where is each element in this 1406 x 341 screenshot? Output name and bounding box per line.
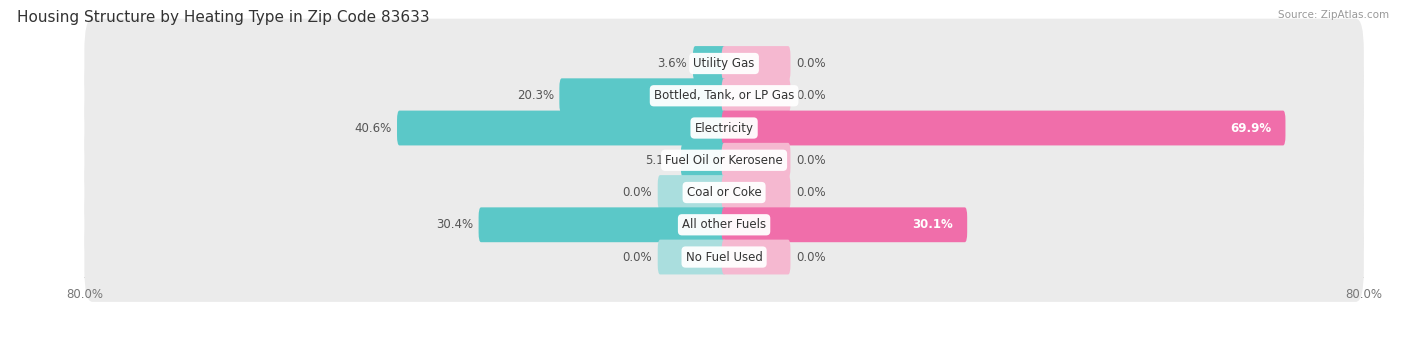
FancyBboxPatch shape [658, 175, 727, 210]
FancyBboxPatch shape [560, 78, 727, 113]
FancyBboxPatch shape [681, 143, 727, 178]
FancyBboxPatch shape [721, 78, 790, 113]
Text: No Fuel Used: No Fuel Used [686, 251, 762, 264]
Text: All other Fuels: All other Fuels [682, 218, 766, 231]
FancyBboxPatch shape [84, 148, 1364, 237]
Text: Electricity: Electricity [695, 121, 754, 134]
Text: 30.1%: 30.1% [912, 218, 953, 231]
Text: Bottled, Tank, or LP Gas: Bottled, Tank, or LP Gas [654, 89, 794, 102]
Text: 0.0%: 0.0% [796, 57, 825, 70]
Text: 20.3%: 20.3% [516, 89, 554, 102]
FancyBboxPatch shape [84, 51, 1364, 140]
FancyBboxPatch shape [84, 212, 1364, 302]
Text: Housing Structure by Heating Type in Zip Code 83633: Housing Structure by Heating Type in Zip… [17, 10, 429, 25]
FancyBboxPatch shape [658, 240, 727, 275]
Text: 30.4%: 30.4% [436, 218, 472, 231]
FancyBboxPatch shape [693, 46, 727, 81]
Text: 0.0%: 0.0% [623, 186, 652, 199]
FancyBboxPatch shape [721, 175, 790, 210]
FancyBboxPatch shape [721, 240, 790, 275]
Text: Source: ZipAtlas.com: Source: ZipAtlas.com [1278, 10, 1389, 20]
Text: Coal or Coke: Coal or Coke [686, 186, 762, 199]
Text: 0.0%: 0.0% [796, 89, 825, 102]
FancyBboxPatch shape [396, 110, 727, 145]
FancyBboxPatch shape [721, 110, 1285, 145]
Text: 0.0%: 0.0% [796, 186, 825, 199]
Text: 0.0%: 0.0% [796, 154, 825, 167]
FancyBboxPatch shape [721, 46, 790, 81]
FancyBboxPatch shape [721, 143, 790, 178]
FancyBboxPatch shape [84, 116, 1364, 205]
Text: Fuel Oil or Kerosene: Fuel Oil or Kerosene [665, 154, 783, 167]
Text: 40.6%: 40.6% [354, 121, 391, 134]
FancyBboxPatch shape [84, 180, 1364, 270]
FancyBboxPatch shape [84, 19, 1364, 108]
Text: 69.9%: 69.9% [1230, 121, 1271, 134]
Text: 0.0%: 0.0% [623, 251, 652, 264]
Text: Utility Gas: Utility Gas [693, 57, 755, 70]
FancyBboxPatch shape [478, 207, 727, 242]
FancyBboxPatch shape [84, 83, 1364, 173]
Text: 3.6%: 3.6% [658, 57, 688, 70]
FancyBboxPatch shape [721, 207, 967, 242]
Text: 5.1%: 5.1% [645, 154, 675, 167]
Text: 0.0%: 0.0% [796, 251, 825, 264]
